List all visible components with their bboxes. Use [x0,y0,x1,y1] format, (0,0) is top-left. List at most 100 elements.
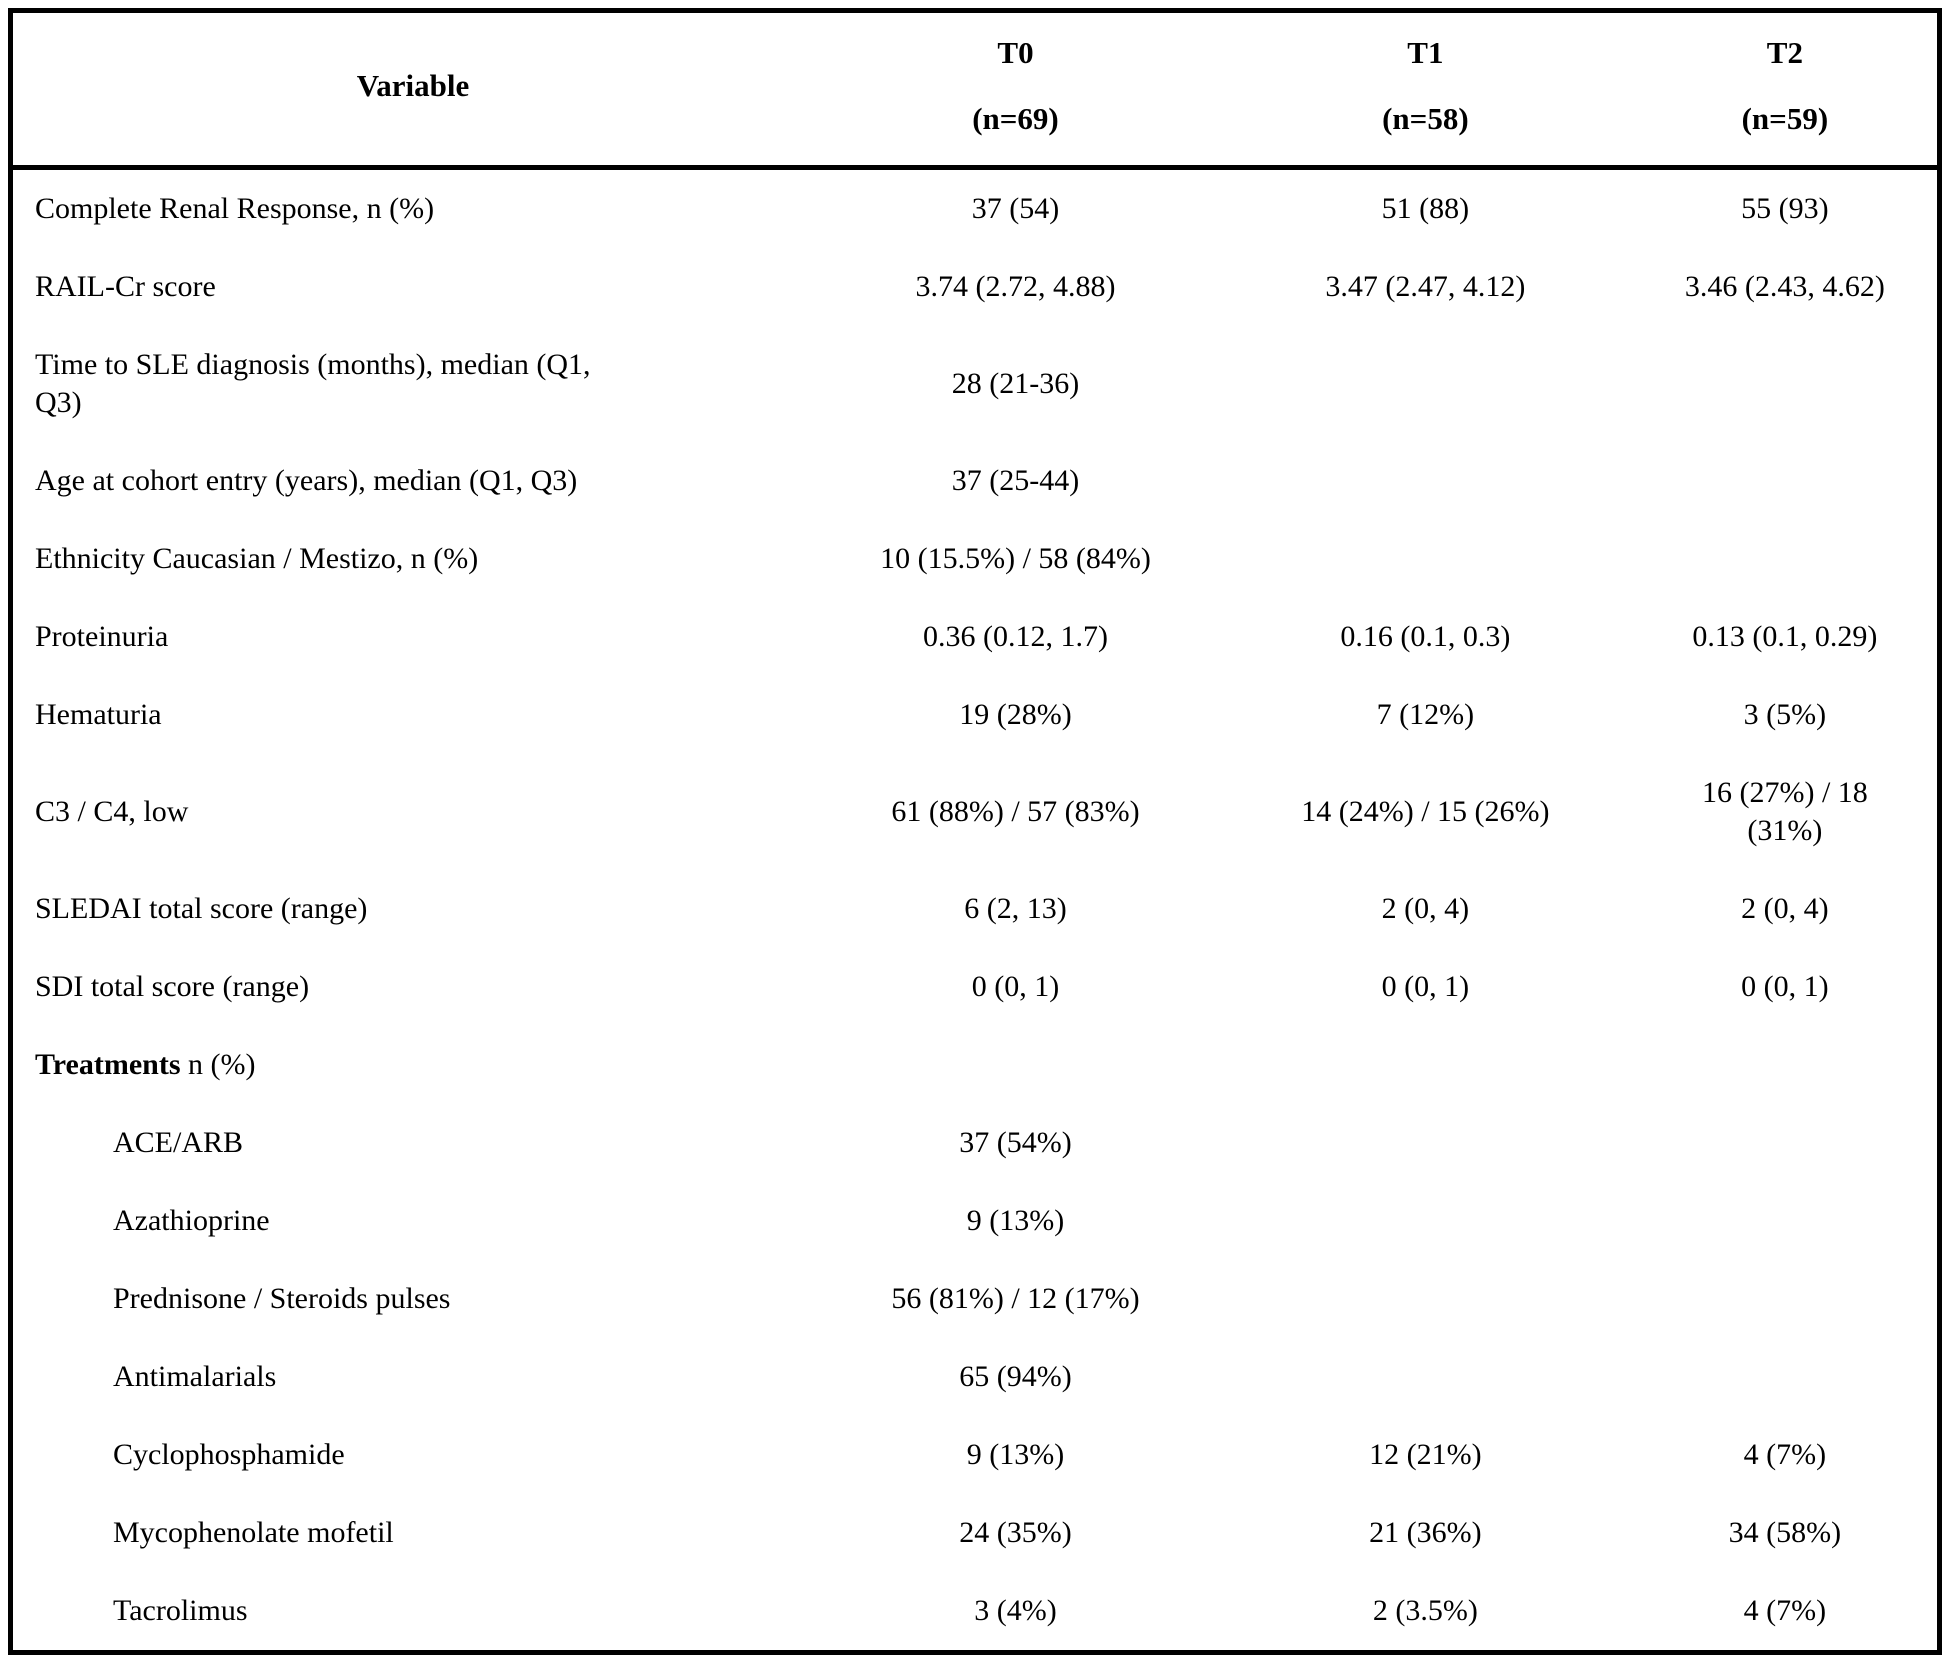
column-header-t0-n: (n=69) [972,101,1059,136]
value-cell: 12 (21%) [1369,1438,1482,1471]
value-cell [1633,442,1940,520]
value-cell: 19 (28%) [959,698,1072,731]
value-cell [1218,1104,1633,1182]
value-cell [1633,326,1940,442]
table-row: Prednisone / Steroids pulses 56 (81%) / 1… [11,1260,1940,1338]
value-cell: 0.36 (0.12, 1.7) [923,620,1108,653]
value-cell [1218,1260,1633,1338]
variable-label: ACE/ARB [113,1126,244,1159]
variable-label: Cyclophosphamide [113,1438,345,1471]
section-label: Treatments [35,1048,181,1081]
table-row: Treatments n (%) [11,1026,1940,1104]
value-cell: 14 (24%) / 15 (26%) [1301,795,1550,828]
table-row: Proteinuria 0.36 (0.12, 1.7) 0.16 (0.1, 0.… [11,598,1940,676]
value-cell: 16 (27%) / 18 (31%) [1701,776,1868,847]
variable-label: Antimalarials [113,1360,277,1393]
value-cell: 0.13 (0.1, 0.29) [1692,620,1878,653]
table-row: Azathioprine 9 (13%) [11,1182,1940,1260]
value-cell: 34 (58%) [1728,1516,1842,1549]
value-cell: 9 (13%) [966,1438,1065,1471]
value-cell: 65 (94%) [959,1360,1072,1393]
variable-label: RAIL-Cr score [35,270,216,303]
value-cell: 61 (88%) / 57 (83%) [891,795,1140,828]
value-cell [1218,326,1633,442]
value-cell: 2 (3.5%) [1372,1594,1478,1627]
column-header-t1: T1 (n=58) [1218,10,1633,170]
variable-label: Age at cohort entry (years), median (Q1,… [35,464,578,497]
value-cell: 3.47 (2.47, 4.12) [1325,270,1526,303]
variable-label: Prednisone / Steroids pulses [113,1282,451,1315]
table-row: Time to SLE diagnosis (months), median (… [11,326,1940,442]
value-cell: 2 (0, 4) [1741,892,1829,925]
value-cell: 7 (12%) [1376,698,1475,731]
column-header-variable: Variable [10,10,813,170]
value-cell: 24 (35%) [959,1516,1072,1549]
baseline-characteristics-table: Variable T0 (n=69) T1 (n=58) T2 (n=59) C… [8,8,1942,1655]
table-row: Tacrolimus 3 (4%) 2 (3.5%) 4 (7%) [11,1572,1940,1653]
value-cell: 9 (13%) [966,1204,1065,1237]
variable-label: Complete Renal Response, n (%) [35,192,435,225]
value-cell: 37 (54) [971,192,1060,225]
table-row: Age at cohort entry (years), median (Q1,… [11,442,1940,520]
column-header-t0-label: T0 [997,35,1034,70]
table-row: Antimalarials 65 (94%) [11,1338,1940,1416]
table-row: ACE/ARB 37 (54%) [11,1104,1940,1182]
column-header-t1-n: (n=58) [1382,101,1469,136]
table-row: Mycophenolate mofetil 24 (35%) 21 (36%) 34 … [11,1494,1940,1572]
variable-label: SDI total score (range) [35,970,310,1003]
value-cell: 2 (0, 4) [1381,892,1470,925]
column-header-t2-n: (n=59) [1741,101,1829,136]
value-cell [1633,520,1940,598]
value-cell [1633,1026,1940,1104]
value-cell: 4 (7%) [1743,1594,1827,1627]
variable-label: Azathioprine [113,1204,270,1237]
variable-label: Ethnicity Caucasian / Mestizo, n (%) [35,542,479,575]
table-row: SDI total score (range) 0 (0, 1) 0 (0, 1) 0… [11,948,1940,1026]
table-row: Hematuria 19 (28%) 7 (12%) 3 (5%) [11,676,1940,754]
value-cell: 0 (0, 1) [1741,970,1829,1003]
variable-label: Proteinuria [35,620,169,653]
value-cell: 0 (0, 1) [971,970,1060,1003]
value-cell: 3 (5%) [1743,698,1827,731]
column-header-t0: T0 (n=69) [812,10,1219,170]
variable-label: Treatments n (%) [35,1048,256,1081]
value-cell: 3.74 (2.72, 4.88) [915,270,1116,303]
value-cell: 28 (21-36) [951,367,1080,400]
value-cell: 21 (36%) [1369,1516,1482,1549]
value-cell [1633,1104,1940,1182]
table-row: Ethnicity Caucasian / Mestizo, n (%) 10 (… [11,520,1940,598]
value-cell: 37 (25-44) [951,464,1080,497]
value-cell: 37 (54%) [959,1126,1072,1159]
variable-label: Tacrolimus [113,1594,248,1627]
value-cell: 51 (88) [1381,192,1470,225]
value-cell [1218,1026,1633,1104]
table-row: C3 / C4, low 61 (88%) / 57 (83%) 14 (24%) … [11,754,1940,870]
value-cell [1218,1182,1633,1260]
value-cell [1218,1338,1633,1416]
table-header: Variable T0 (n=69) T1 (n=58) T2 (n=59) [10,10,1940,170]
value-cell: 55 (93) [1741,192,1829,225]
column-header-t2: T2 (n=59) [1632,10,1940,170]
value-cell [1218,520,1633,598]
variable-label: C3 / C4, low [35,795,189,828]
value-cell [813,1026,1218,1104]
value-cell: 0 (0, 1) [1381,970,1470,1003]
column-header-t1-label: T1 [1407,35,1444,70]
value-cell: 56 (81%) / 12 (17%) [891,1282,1140,1315]
table-row: SLEDAI total score (range) 6 (2, 13) 2 (0,… [11,870,1940,948]
value-cell: 3 (4%) [974,1594,1057,1627]
value-cell: 6 (2, 13) [964,892,1067,925]
value-cell: 4 (7%) [1743,1438,1827,1471]
table-row: Cyclophosphamide 9 (13%) 12 (21%) 4 (7%) [11,1416,1940,1494]
value-cell [1633,1260,1940,1338]
value-cell: 0.16 (0.1, 0.3) [1340,620,1511,653]
value-cell [1218,442,1633,520]
header-row: Variable T0 (n=69) T1 (n=58) T2 (n=59) [10,10,1940,170]
variable-label: Hematuria [35,698,162,731]
table-body: Complete Renal Response, n (%) 37 (54) 51 … [11,168,1940,1653]
value-cell: 3.46 (2.43, 4.62) [1684,270,1885,303]
value-cell: 10 (15.5%) / 58 (84%) [880,542,1151,575]
column-header-t2-label: T2 [1766,35,1803,70]
variable-label: SLEDAI total score (range) [35,892,368,925]
